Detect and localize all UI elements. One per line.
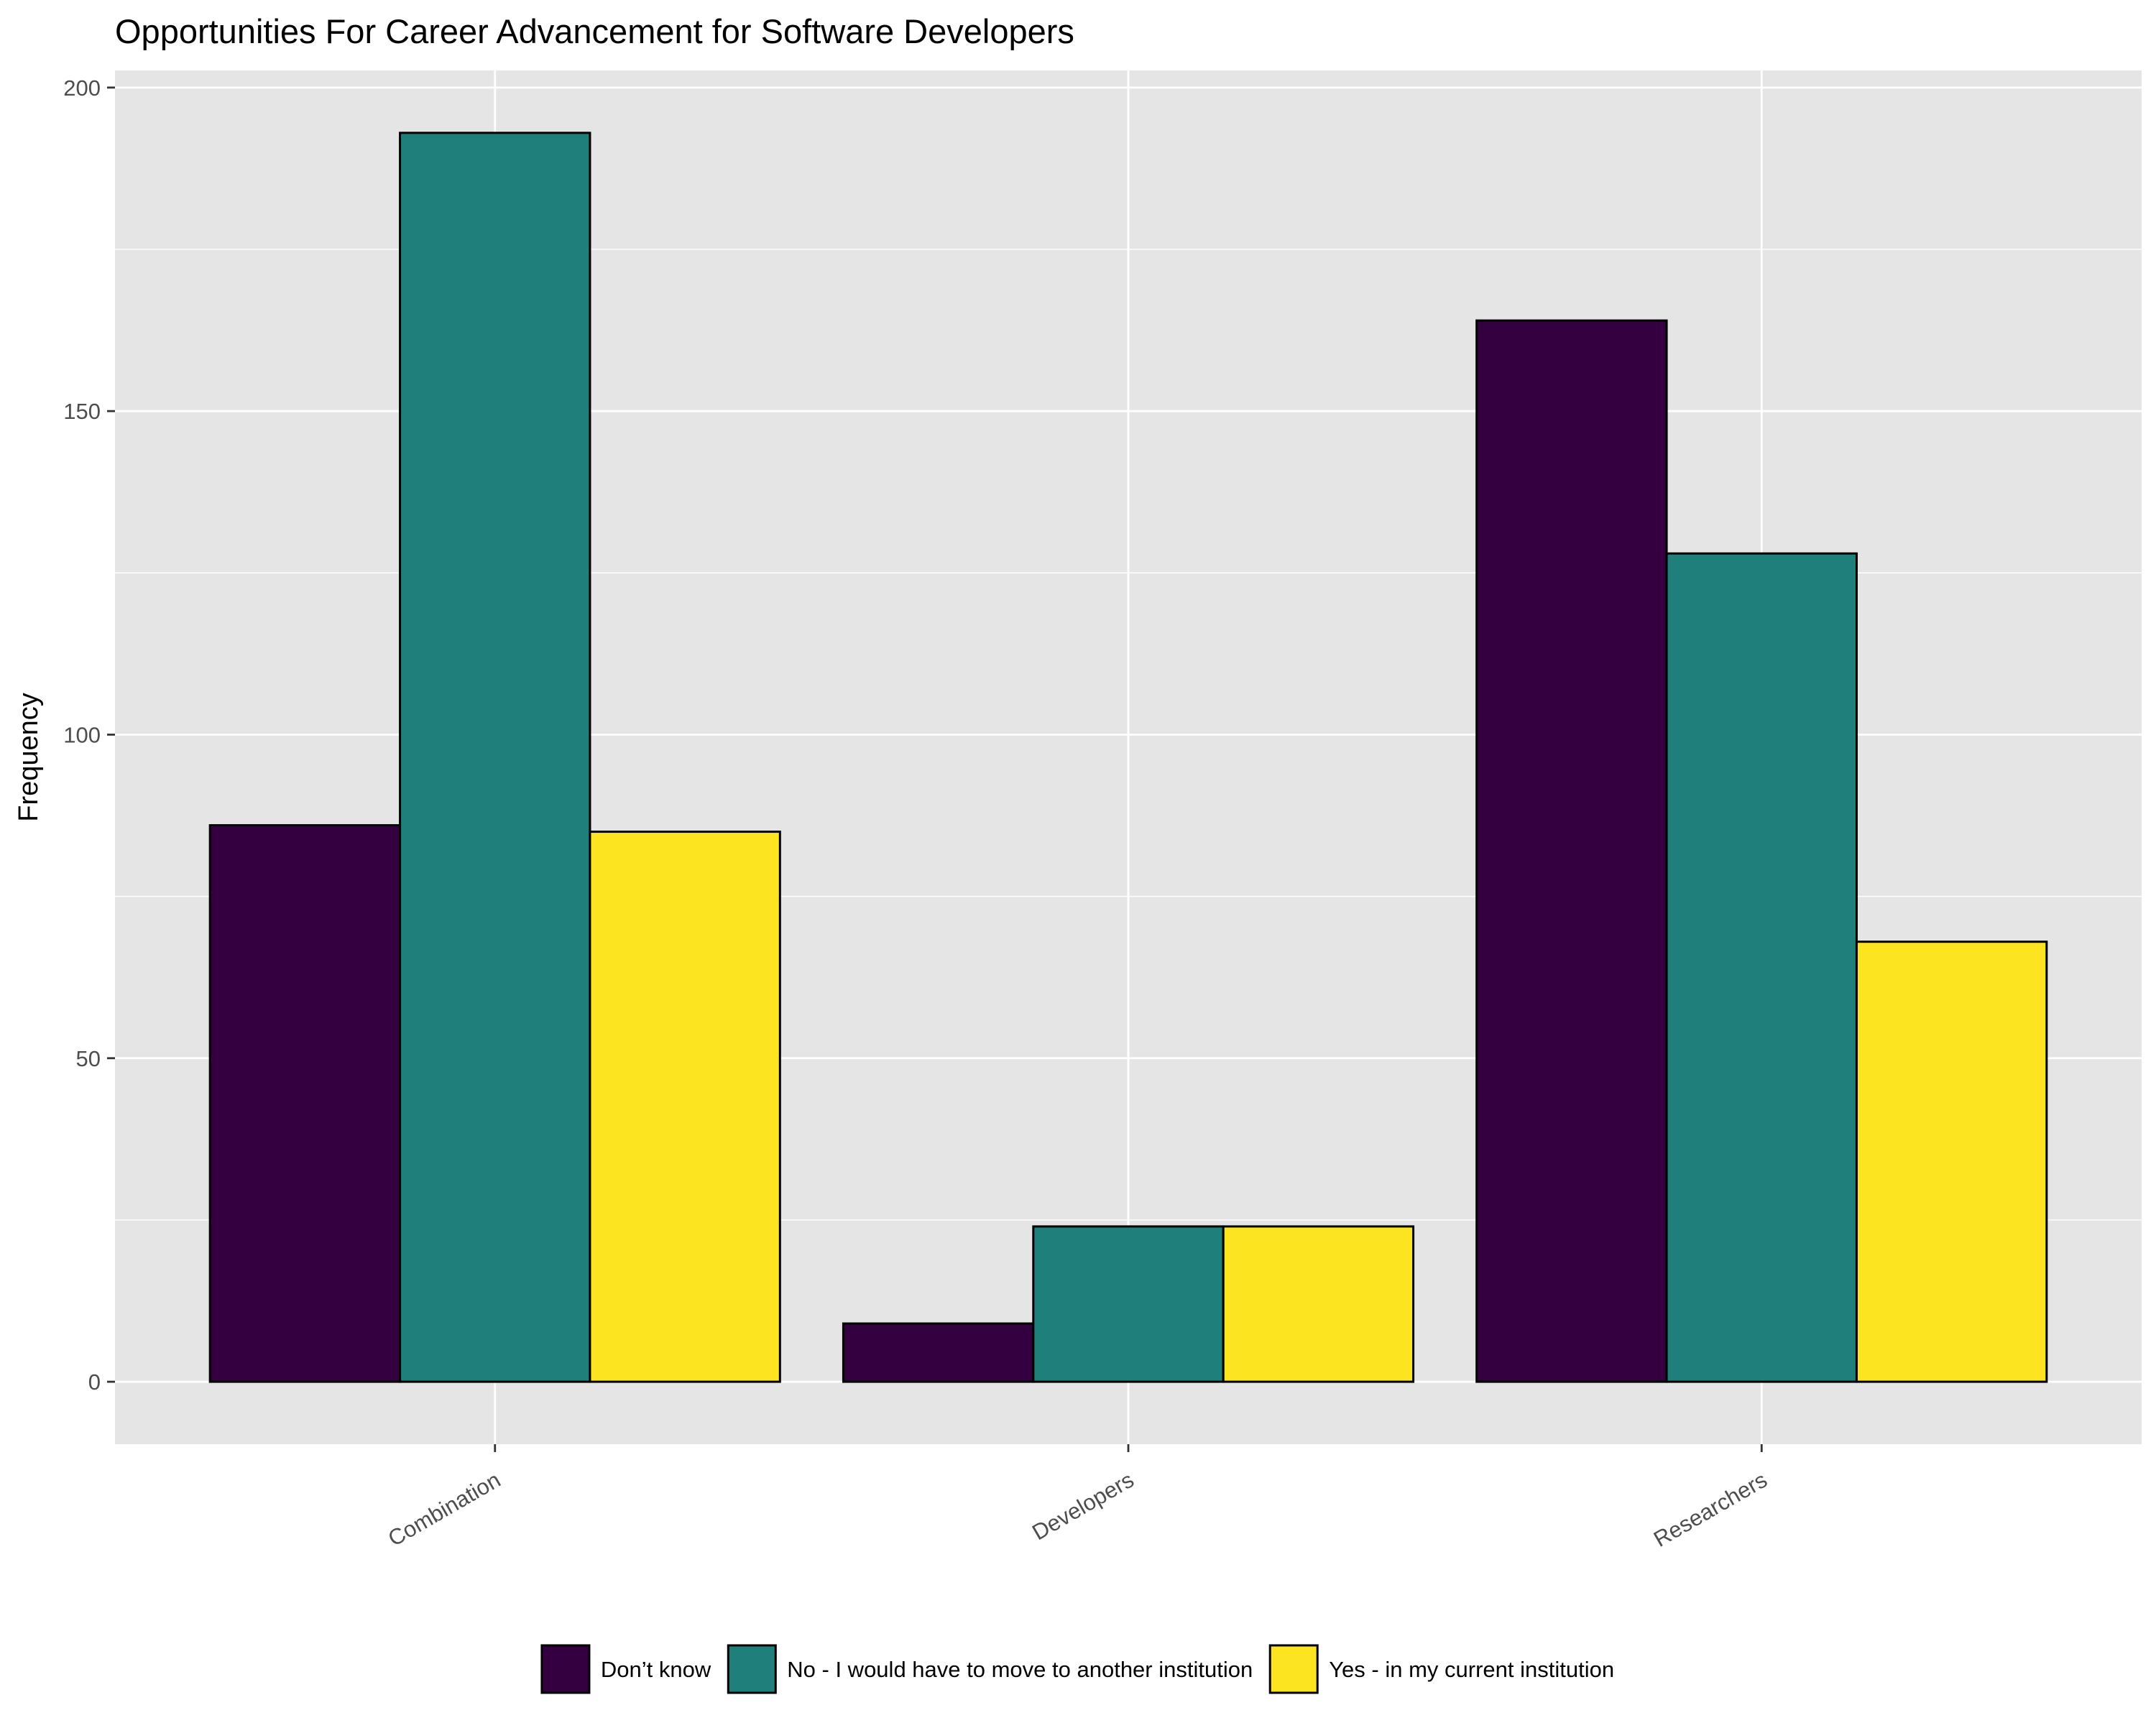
x-tick-label: Researchers: [1649, 1467, 1772, 1552]
bars: [208, 131, 2048, 1383]
y-tick-label: 100: [63, 722, 101, 747]
y-axis-title: Frequency: [14, 693, 44, 822]
legend-swatch: [727, 1644, 777, 1694]
bar: [1475, 319, 1668, 1383]
chart-title: Opportunities For Career Advancement for…: [115, 12, 1074, 50]
bar: [589, 831, 781, 1383]
legend-label: Yes - in my current institution: [1329, 1657, 1614, 1682]
x-axis: Combination Developers Researchers: [384, 1444, 1772, 1552]
bar: [399, 131, 591, 1383]
legend-label: No - I would have to move to another ins…: [787, 1657, 1253, 1682]
bar: [1032, 1225, 1225, 1383]
legend-label: Don’t know: [601, 1657, 711, 1682]
bar: [1665, 552, 1858, 1383]
x-tick-label: Developers: [1028, 1467, 1138, 1546]
y-tick-label: 150: [63, 399, 101, 424]
y-tick-label: 0: [88, 1369, 101, 1395]
legend: Don’t know No - I would have to move to a…: [540, 1644, 1614, 1694]
legend-swatch: [540, 1644, 591, 1694]
y-tick-label: 50: [76, 1046, 101, 1071]
bar: [1222, 1225, 1415, 1383]
legend-swatch: [1268, 1644, 1319, 1694]
y-tick-label: 200: [63, 75, 101, 101]
y-axis: 0 50 100 150 200: [63, 75, 115, 1395]
bar: [842, 1322, 1035, 1383]
bar: [1855, 941, 2048, 1383]
x-tick-label: Combination: [384, 1467, 505, 1551]
bar: [208, 824, 402, 1383]
